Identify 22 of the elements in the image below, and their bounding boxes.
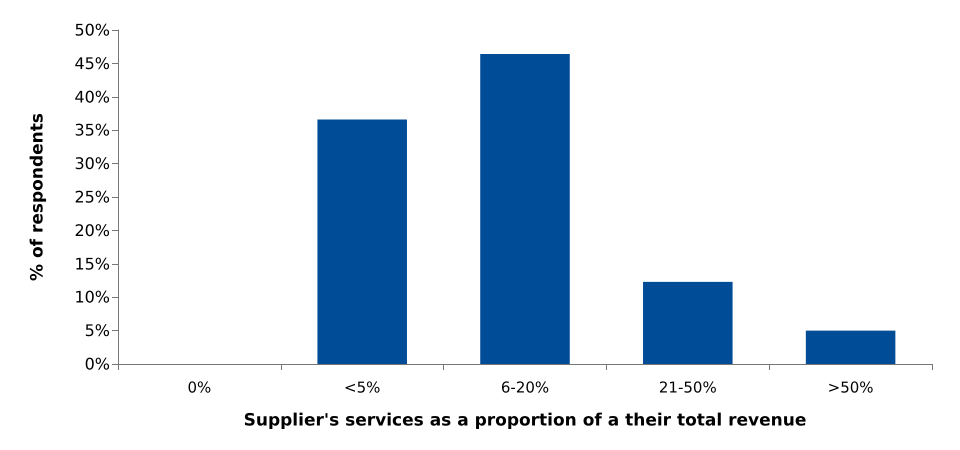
bar	[643, 282, 733, 364]
x-tick-label: 0%	[188, 378, 212, 396]
y-tick-label: 30%	[74, 154, 110, 174]
x-axis-title: Supplier's services as a proportion of a their total revenue	[244, 410, 806, 430]
x-tick-label: >50%	[828, 378, 874, 396]
bar	[806, 330, 896, 364]
y-tick-label: 5%	[84, 321, 110, 340]
x-tick-label: <5%	[344, 378, 380, 396]
bar	[480, 54, 570, 364]
y-tick-label: 15%	[74, 254, 110, 274]
x-tick-label: 6-20%	[500, 378, 550, 396]
y-tick-label: 25%	[74, 188, 110, 206]
y-tick-label: 50%	[74, 20, 110, 40]
y-tick-label: 20%	[74, 220, 110, 240]
bar	[317, 120, 407, 364]
y-tick-label: 10%	[74, 288, 110, 307]
x-tick-label: 21-50%	[658, 378, 717, 396]
y-tick-label: 0%	[84, 354, 110, 374]
y-axis-title: % of respondents	[28, 113, 48, 281]
y-tick-label: 40%	[74, 87, 110, 106]
y-tick-label: 45%	[74, 54, 110, 73]
y-tick-label: 35%	[74, 120, 110, 140]
